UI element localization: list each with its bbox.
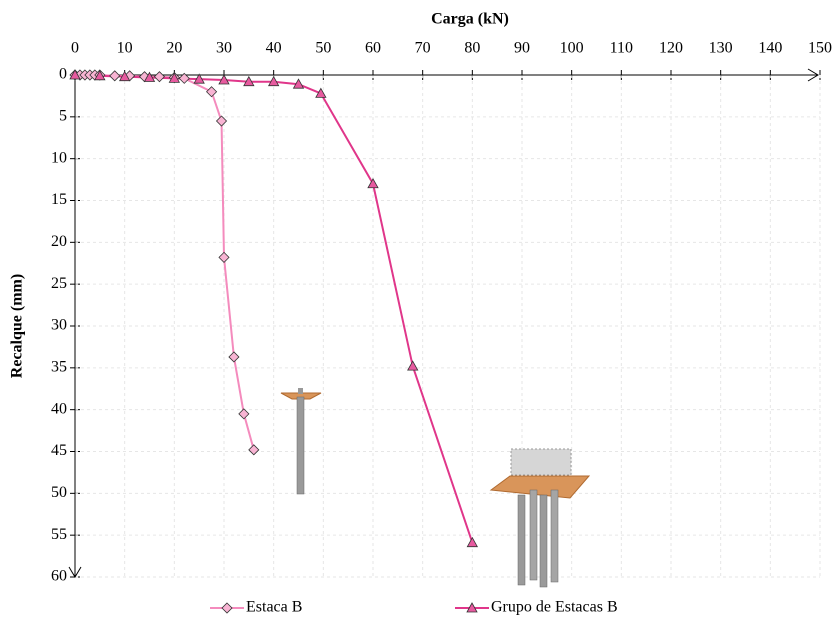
y-tick-label: 40 <box>51 400 67 417</box>
plot-area <box>69 69 479 548</box>
diamond-marker <box>109 70 121 82</box>
triangle-marker <box>367 177 379 189</box>
diamond-marker <box>178 72 190 84</box>
triangle-marker <box>407 360 419 371</box>
x-tick-label: 20 <box>166 40 182 57</box>
x-tick-label: 40 <box>266 40 282 57</box>
x-tick-label: 110 <box>610 40 633 57</box>
y-tick-label: 20 <box>51 233 67 250</box>
grid <box>70 70 821 578</box>
x-tick-label: 100 <box>560 40 584 57</box>
diamond-marker <box>228 351 240 363</box>
triangle-marker <box>69 69 81 80</box>
x-tick-label: 90 <box>514 40 530 57</box>
triangle-marker <box>218 74 230 85</box>
triangle-marker <box>143 71 156 82</box>
y-tick-label: 45 <box>51 442 67 459</box>
x-tick-label: 120 <box>659 40 683 57</box>
diamond-marker <box>206 86 218 98</box>
x-tick-label: 150 <box>808 40 832 57</box>
x-tick-label: 70 <box>415 40 431 57</box>
x-tick-label: 0 <box>71 40 79 57</box>
triangle-marker <box>168 72 181 83</box>
single-pile-illustration <box>280 388 322 495</box>
x-tick-label: 80 <box>464 40 480 57</box>
x-axis-arrow <box>807 68 819 82</box>
y-tick-label: 30 <box>51 317 67 334</box>
triangle-marker <box>315 87 327 98</box>
triangle-marker <box>118 70 131 82</box>
x-tick-label: 130 <box>709 40 733 57</box>
y-tick-label: 0 <box>59 66 67 83</box>
diamond-marker <box>218 251 230 263</box>
triangle-marker <box>193 73 205 84</box>
y-axis-arrow <box>68 566 82 578</box>
y-tick-label: 50 <box>51 484 67 501</box>
diamond-marker <box>153 71 165 83</box>
x-tick-label: 60 <box>365 40 381 57</box>
y-tick-label: 10 <box>51 149 67 166</box>
y-tick-label: 60 <box>51 568 67 585</box>
triangle-marker <box>292 78 305 89</box>
diamond-marker <box>215 115 228 127</box>
y-tick-label: 15 <box>51 191 67 208</box>
x-tick-label: 140 <box>758 40 782 57</box>
triangle-marker <box>94 70 106 81</box>
y-tick-label: 55 <box>51 526 67 543</box>
x-tick-label: 50 <box>315 40 331 57</box>
triangle-marker <box>466 602 478 613</box>
legend: Estaca B Grupo de Estacas B <box>210 599 618 616</box>
y-tick-label: 35 <box>51 359 67 376</box>
triangle-marker <box>466 536 479 548</box>
y-tick-label: 25 <box>51 275 67 292</box>
diamond-marker <box>238 408 250 420</box>
x-axis-title: Carga (kN) <box>431 11 509 28</box>
pile-group-illustration <box>489 448 591 588</box>
diamond-marker <box>248 444 260 456</box>
x-tick-label: 30 <box>216 40 232 57</box>
diamond-marker <box>221 602 233 614</box>
legend-label: Estaca B <box>246 599 302 616</box>
y-tick-label: 5 <box>59 108 67 125</box>
legend-label: Grupo de Estacas B <box>491 599 618 616</box>
triangle-marker <box>243 75 255 87</box>
triangle-marker <box>267 75 280 87</box>
y-axis-title: Recalque (mm) <box>9 274 26 378</box>
x-tick-label: 10 <box>117 40 133 57</box>
series-line <box>75 74 255 451</box>
